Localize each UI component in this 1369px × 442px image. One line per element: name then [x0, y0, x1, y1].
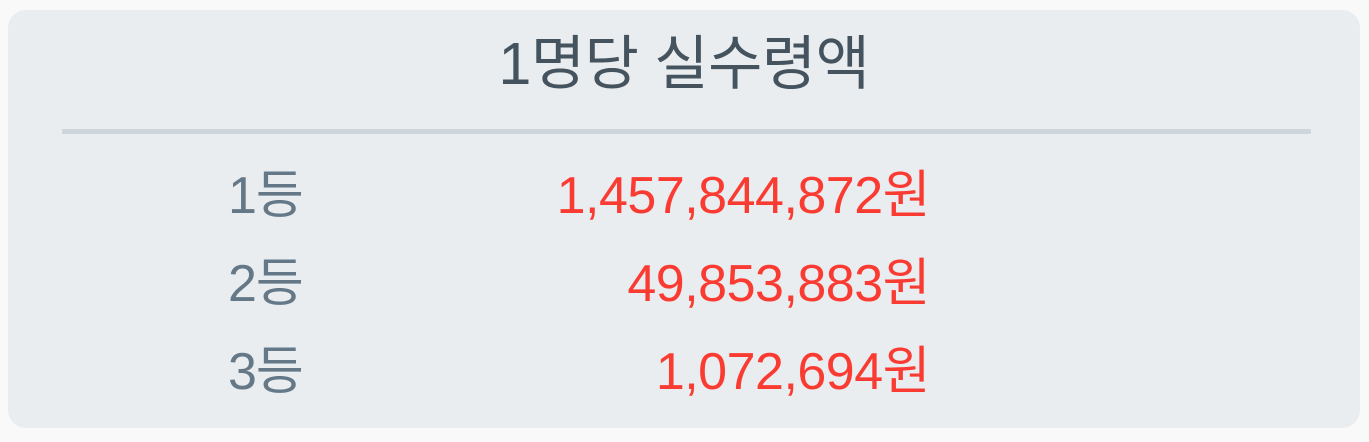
rank-label-1: 1등 — [228, 167, 304, 225]
table-row: 1등 1,457,844,872원 — [8, 152, 1360, 240]
prize-rows-list: 1등 1,457,844,872원 2등 49,853,883원 3등 1,07… — [8, 152, 1360, 416]
prize-card: 1명당 실수령액 1등 1,457,844,872원 2등 49,853,883… — [8, 10, 1360, 428]
prize-amount-2: 49,853,883원 — [627, 255, 930, 313]
title-divider — [62, 129, 1311, 134]
prize-amount-3: 1,072,694원 — [655, 343, 931, 401]
rank-label-2: 2등 — [228, 255, 304, 313]
rank-label-3: 3등 — [228, 343, 304, 401]
table-row: 3등 1,072,694원 — [8, 328, 1360, 416]
prize-amount-1: 1,457,844,872원 — [556, 167, 931, 225]
page-title: 1명당 실수령액 — [498, 31, 870, 97]
table-row: 2등 49,853,883원 — [8, 240, 1360, 328]
